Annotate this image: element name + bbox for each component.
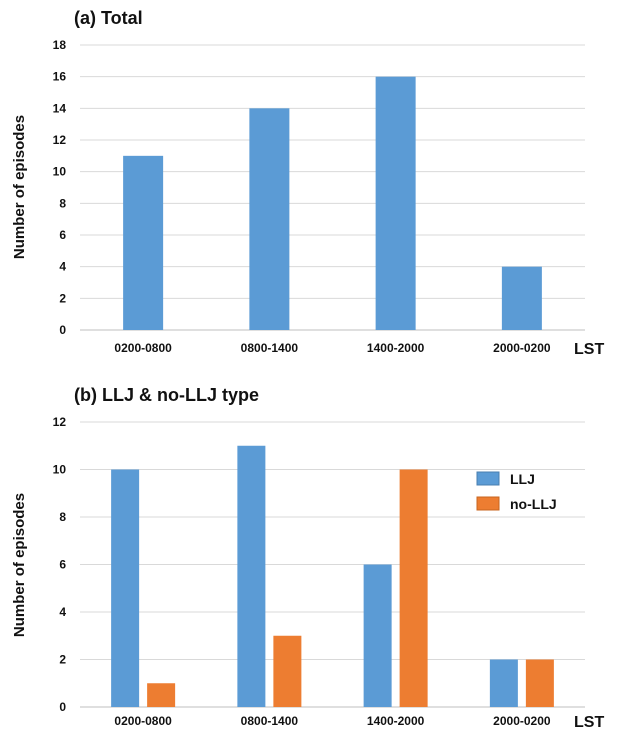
- panel-a-bars: [123, 76, 542, 331]
- panel-a-x-tick-label: 1400-2000: [367, 341, 425, 355]
- panel-b-bar-no-llj-1400-2000: [399, 469, 428, 707]
- panel-b-y-tick-label: 0: [59, 700, 66, 714]
- panel-b-title: (b) LLJ & no-LLJ type: [74, 385, 259, 405]
- panel-a-y-tick-label: 8: [59, 196, 66, 210]
- panel-a-y-tick-label: 6: [59, 228, 66, 242]
- panel-b-legend: LLJ no-LLJ: [476, 471, 557, 512]
- panel-b-bar-llj-0800-1400: [237, 445, 266, 707]
- panel-a-y-tick-label: 16: [53, 70, 67, 84]
- panel-a-y-tick-label: 4: [59, 260, 66, 274]
- panel-b-y-tick-label: 12: [53, 415, 67, 429]
- panel-a-y-tick-label: 12: [53, 133, 67, 147]
- panel-b-bar-llj-2000-0200: [489, 659, 518, 707]
- legend-label-llj: LLJ: [510, 471, 535, 487]
- panel-a-gridlines: [80, 44, 585, 331]
- panel-a-bar-total-0800-1400: [249, 108, 290, 330]
- panel-a-title: (a) Total: [74, 8, 143, 28]
- panel-b-bar-no-llj-0800-1400: [273, 635, 302, 707]
- panel-b-y-tick-label: 6: [59, 558, 66, 572]
- panel-b-bar-no-llj-2000-0200: [525, 659, 554, 707]
- panel-a-bar-total-0200-0800: [123, 155, 164, 330]
- panel-a-y-tick-label: 2: [59, 291, 66, 305]
- panel-a-bar-total-1400-2000: [375, 76, 416, 331]
- panel-a-x-tick-label: 0800-1400: [241, 341, 299, 355]
- panel-a-bar-total-2000-0200: [501, 266, 542, 330]
- panel-b-bar-no-llj-0200-0800: [147, 683, 176, 707]
- panel-b-llj-no-llj: (b) LLJ & no-LLJ type Number of episodes…: [11, 385, 604, 731]
- panel-b-y-tick-label: 8: [59, 510, 66, 524]
- legend-label-no-llj: no-LLJ: [510, 496, 557, 512]
- panel-b-y-ticks: 0 2 4 6 8 10 12: [53, 415, 67, 714]
- panel-a-y-ticks: 0 2 4 6 8 10 12 14 16 18: [53, 38, 67, 337]
- panel-b-x-tick-label: 0200-0800: [114, 714, 172, 728]
- panel-b-bar-llj-0200-0800: [111, 469, 140, 707]
- panel-b-y-tick-label: 10: [53, 463, 67, 477]
- legend-swatch-no-llj: [476, 496, 500, 511]
- panel-a-y-tick-label: 10: [53, 165, 67, 179]
- panel-b-bar-llj-1400-2000: [363, 564, 392, 707]
- panel-a-x-unit-label: LST: [574, 341, 604, 358]
- panel-a-y-axis-label: Number of episodes: [11, 115, 28, 259]
- panel-b-y-tick-label: 2: [59, 653, 66, 667]
- panel-b-bars: [111, 445, 554, 707]
- panel-a-total: (a) Total Number of episodes 0 2 4 6 8 10 12 14…: [11, 8, 604, 358]
- panel-b-x-tick-label: 1400-2000: [367, 714, 425, 728]
- panel-a-x-ticks: 0200-0800 0800-1400 1400-2000 2000-0200: [114, 341, 550, 355]
- panel-a-y-tick-label: 14: [53, 101, 67, 115]
- legend-swatch-llj: [476, 471, 500, 486]
- panel-a-x-tick-label: 2000-0200: [493, 341, 551, 355]
- panel-b-y-axis-label: Number of episodes: [11, 493, 28, 637]
- panel-a-x-tick-label: 0200-0800: [114, 341, 172, 355]
- panel-b-x-unit-label: LST: [574, 714, 604, 731]
- panel-a-y-tick-label: 0: [59, 323, 66, 337]
- panel-b-x-tick-label: 2000-0200: [493, 714, 551, 728]
- panel-a-y-tick-label: 18: [53, 38, 67, 52]
- panel-b-x-tick-label: 0800-1400: [241, 714, 299, 728]
- panel-b-y-tick-label: 4: [59, 605, 66, 619]
- panel-b-x-ticks: 0200-0800 0800-1400 1400-2000 2000-0200: [114, 714, 550, 728]
